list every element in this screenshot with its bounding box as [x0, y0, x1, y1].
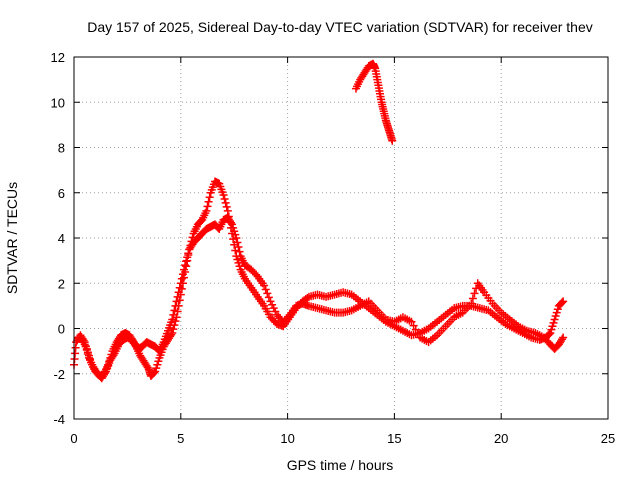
data-point — [203, 202, 212, 211]
y-tick-label: 12 — [51, 50, 65, 65]
data-point — [223, 206, 232, 215]
data-point — [388, 136, 397, 145]
data-point — [222, 202, 231, 211]
data-point — [220, 194, 229, 203]
data-point — [171, 301, 180, 310]
data-point — [178, 270, 187, 279]
data-point — [174, 288, 183, 297]
x-tick-label: 10 — [280, 431, 294, 446]
y-tick-label: 2 — [58, 276, 65, 291]
data-point — [205, 193, 214, 202]
data-point — [232, 234, 241, 242]
y-tick-label: -4 — [53, 412, 65, 427]
x-tick-label: 5 — [177, 431, 184, 446]
data-point — [182, 257, 191, 266]
data-point — [545, 330, 554, 339]
y-tick-label: 0 — [58, 322, 65, 337]
data-point — [233, 238, 242, 247]
data-point — [219, 191, 228, 200]
data-point — [169, 310, 178, 319]
y-tick-label: 6 — [58, 186, 65, 201]
y-tick-label: 4 — [58, 231, 65, 246]
data-point — [261, 285, 270, 294]
tick-labels: 0 5 10 15 20 25 -4 -2 0 2 4 6 8 10 12 — [51, 50, 616, 446]
data-point — [558, 298, 567, 307]
data-point — [235, 247, 244, 256]
data-point — [303, 293, 312, 302]
data-point — [168, 315, 177, 324]
data-point — [221, 198, 230, 207]
data-point — [183, 253, 192, 262]
y-tick-label: -2 — [53, 367, 65, 382]
data-point — [559, 333, 568, 342]
data-point — [559, 297, 568, 306]
data-point — [202, 206, 211, 215]
data-point — [173, 292, 182, 301]
data-point — [467, 299, 476, 308]
data-point — [234, 243, 243, 252]
data-point — [204, 197, 213, 206]
data-point — [172, 297, 181, 306]
x-tick-label: 15 — [387, 431, 401, 446]
x-tick-label: 25 — [601, 431, 615, 446]
data-point — [177, 274, 186, 283]
data-point — [170, 306, 179, 315]
data-point — [226, 218, 235, 227]
plot-frame — [73, 56, 609, 420]
data-point — [180, 265, 189, 274]
y-axis-label: SDTVAR / TECUs — [4, 182, 20, 294]
data-point — [184, 249, 193, 258]
data-point — [181, 261, 190, 270]
y-tick-label: 10 — [51, 95, 65, 110]
x-axis-label: GPS time / hours — [287, 457, 394, 473]
grid — [74, 57, 608, 419]
data-point — [558, 335, 567, 344]
data-point — [468, 294, 477, 303]
data-point — [264, 293, 273, 302]
y-tick-label: 8 — [58, 141, 65, 156]
data-point — [176, 279, 185, 288]
x-tick-label: 0 — [70, 431, 77, 446]
data-point — [175, 283, 184, 292]
data-points — [70, 59, 568, 383]
x-tick-label: 20 — [494, 431, 508, 446]
data-point — [260, 281, 269, 290]
data-point — [150, 368, 159, 377]
data-point — [470, 289, 479, 298]
chart-title: Day 157 of 2025, Sidereal Day-to-day VTE… — [87, 19, 593, 35]
data-point — [263, 289, 272, 298]
